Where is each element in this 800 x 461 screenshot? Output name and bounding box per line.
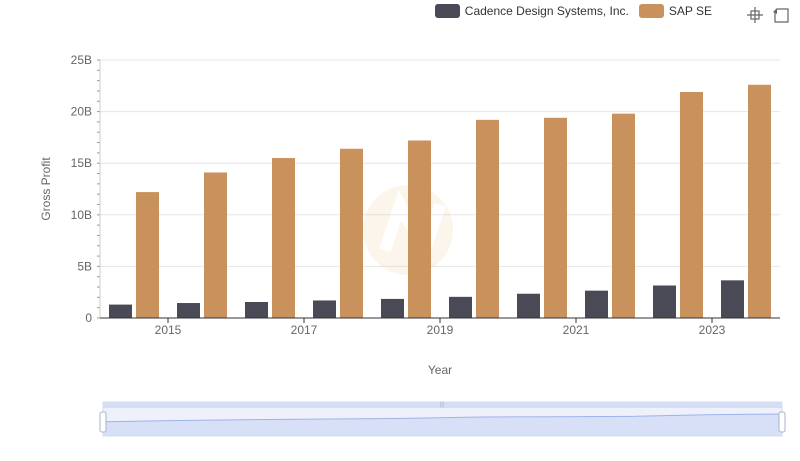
toolbox — [738, 6, 790, 24]
legend-item-sap[interactable]: SAP SE — [638, 4, 712, 18]
bar-sap[interactable] — [272, 158, 295, 318]
bar-cadence[interactable] — [313, 300, 336, 318]
x-axis: 2015 2017 2019 2021 2023 — [100, 317, 780, 337]
datazoom-left-handle[interactable] — [99, 411, 107, 433]
x-tick-label: 2021 — [563, 323, 590, 337]
y-tick-label: 25B — [71, 53, 92, 67]
x-tick-label: 2023 — [699, 323, 726, 337]
bar-sap[interactable] — [136, 192, 159, 318]
x-tick-label: 2019 — [427, 323, 454, 337]
legend-swatch-sap — [638, 4, 664, 18]
y-axis-title: Gross Profit — [39, 157, 53, 221]
bar-cadence[interactable] — [653, 285, 676, 318]
bar-cadence[interactable] — [585, 290, 608, 318]
bar-cadence[interactable] — [245, 302, 268, 318]
datazoom-preview-line — [102, 413, 783, 423]
y-tick-label: 5B — [77, 259, 92, 273]
y-tick-label: 10B — [71, 208, 92, 222]
y-tick-label: 20B — [71, 105, 92, 119]
datazoom-drag-grip[interactable]: ||| — [440, 402, 445, 408]
bar-sap[interactable] — [408, 140, 431, 318]
y-axis: 0 5B 10B 15B 20B 25B — [71, 53, 101, 325]
bar-cadence[interactable] — [449, 296, 472, 318]
bar-sap[interactable] — [340, 148, 363, 318]
y-tick-label: 0 — [85, 311, 92, 325]
bar-cadence[interactable] — [109, 304, 132, 318]
bar-cadence[interactable] — [177, 303, 200, 318]
bars — [109, 84, 771, 319]
bar-cadence[interactable] — [381, 298, 404, 318]
legend-swatch-cadence — [434, 4, 460, 18]
legend: Cadence Design Systems, Inc. SAP SE — [425, 4, 712, 18]
bar-sap[interactable] — [204, 172, 227, 318]
bar-cadence[interactable] — [517, 293, 540, 318]
bar-cadence[interactable] — [721, 280, 744, 318]
bar-sap[interactable] — [612, 113, 635, 318]
datazoom-slider[interactable]: ||| — [99, 401, 786, 437]
x-axis-title: Year — [428, 363, 452, 377]
legend-label-cadence: Cadence Design Systems, Inc. — [464, 4, 629, 18]
bar-sap[interactable] — [680, 91, 703, 318]
legend-item-cadence[interactable]: Cadence Design Systems, Inc. — [434, 4, 629, 18]
x-tick-label: 2017 — [291, 323, 318, 337]
datazoom-right-handle[interactable] — [778, 411, 786, 433]
y-tick-label: 15B — [71, 156, 92, 170]
zoom-icon[interactable] — [746, 6, 764, 24]
bar-sap[interactable] — [748, 84, 771, 318]
x-tick-label: 2015 — [155, 323, 182, 337]
bar-sap[interactable] — [544, 117, 567, 319]
bar-sap[interactable] — [476, 119, 499, 318]
restore-icon[interactable] — [772, 6, 790, 24]
legend-label-sap: SAP SE — [668, 4, 712, 18]
